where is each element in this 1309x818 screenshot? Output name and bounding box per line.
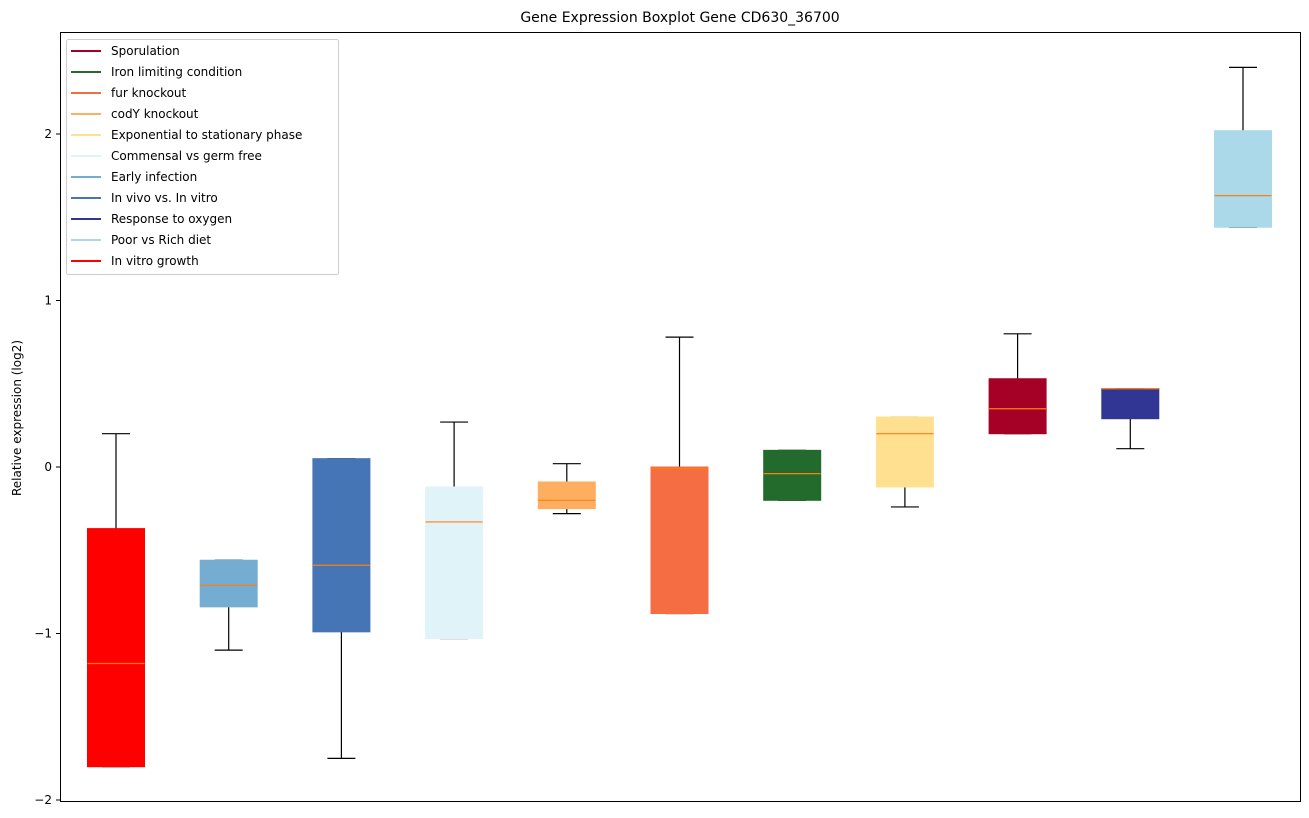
box-early-infection: [199, 559, 258, 651]
box-response-to-oxygen: [1101, 388, 1160, 450]
box-body: [988, 378, 1047, 435]
box-in-vivo-vs-in-vitro: [312, 458, 371, 759]
y-tick-label: −2: [34, 793, 52, 807]
boxes-group: [87, 66, 1272, 768]
box-body: [312, 458, 371, 633]
box-body: [763, 449, 822, 501]
legend-item: Early infection: [71, 170, 197, 184]
y-tick-label: 1: [44, 294, 52, 308]
legend-item: Sporulation: [71, 44, 180, 58]
box-body: [875, 416, 934, 488]
legend-label: Commensal vs germ free: [111, 149, 262, 163]
box-body: [650, 466, 709, 615]
box-fur-knockout: [650, 336, 709, 615]
legend-label: Response to oxygen: [111, 212, 232, 226]
box-body: [537, 481, 596, 510]
legend-item: In vitro growth: [71, 254, 199, 268]
legend-label: Exponential to stationary phase: [111, 128, 302, 142]
y-tick-label: 2: [44, 127, 52, 141]
box-cody-knockout: [537, 463, 596, 515]
box-iron-limiting-condition: [763, 449, 822, 501]
chart-title: Gene Expression Boxplot Gene CD630_36700: [520, 10, 839, 26]
legend-label: Iron limiting condition: [111, 65, 242, 79]
legend-item: codY knockout: [71, 107, 199, 121]
legend-label: In vitro growth: [111, 254, 199, 268]
y-tick-label: 0: [44, 460, 52, 474]
legend-item: Iron limiting condition: [71, 65, 242, 79]
box-body: [1101, 388, 1160, 420]
legend-item: Poor vs Rich diet: [71, 233, 211, 247]
box-body: [1214, 130, 1272, 228]
box-in-vitro-growth: [87, 433, 145, 768]
legend-item: Response to oxygen: [71, 212, 232, 226]
box-body: [425, 486, 484, 639]
y-axis: 2 1 0 −1 −2: [34, 127, 60, 807]
legend-item: Exponential to stationary phase: [71, 128, 302, 142]
legend-label: Early infection: [111, 170, 197, 184]
legend-item: Commensal vs germ free: [71, 149, 262, 163]
box-sporulation: [988, 333, 1047, 435]
y-tick-label: −1: [34, 627, 52, 641]
legend-label: fur knockout: [111, 86, 187, 100]
legend-frame: [66, 39, 339, 275]
box-poor-vs-rich-diet: [1214, 66, 1272, 228]
legend-label: Sporulation: [111, 44, 180, 58]
legend: Sporulation Iron limiting condition fur kn…: [66, 39, 339, 275]
legend-label: In vivo vs. In vitro: [111, 191, 218, 205]
box-commensal-vs-germ-free: [425, 421, 484, 640]
box-exponential-to-stationary-phase: [875, 416, 934, 508]
legend-item: fur knockout: [71, 86, 187, 100]
legend-label: codY knockout: [111, 107, 199, 121]
box-body: [87, 528, 145, 768]
legend-label: Poor vs Rich diet: [111, 233, 211, 247]
box-body: [199, 559, 258, 608]
legend-item: In vivo vs. In vitro: [71, 191, 218, 205]
y-axis-label: Relative expression (log2): [10, 340, 24, 496]
axes-frame: [60, 32, 1301, 802]
